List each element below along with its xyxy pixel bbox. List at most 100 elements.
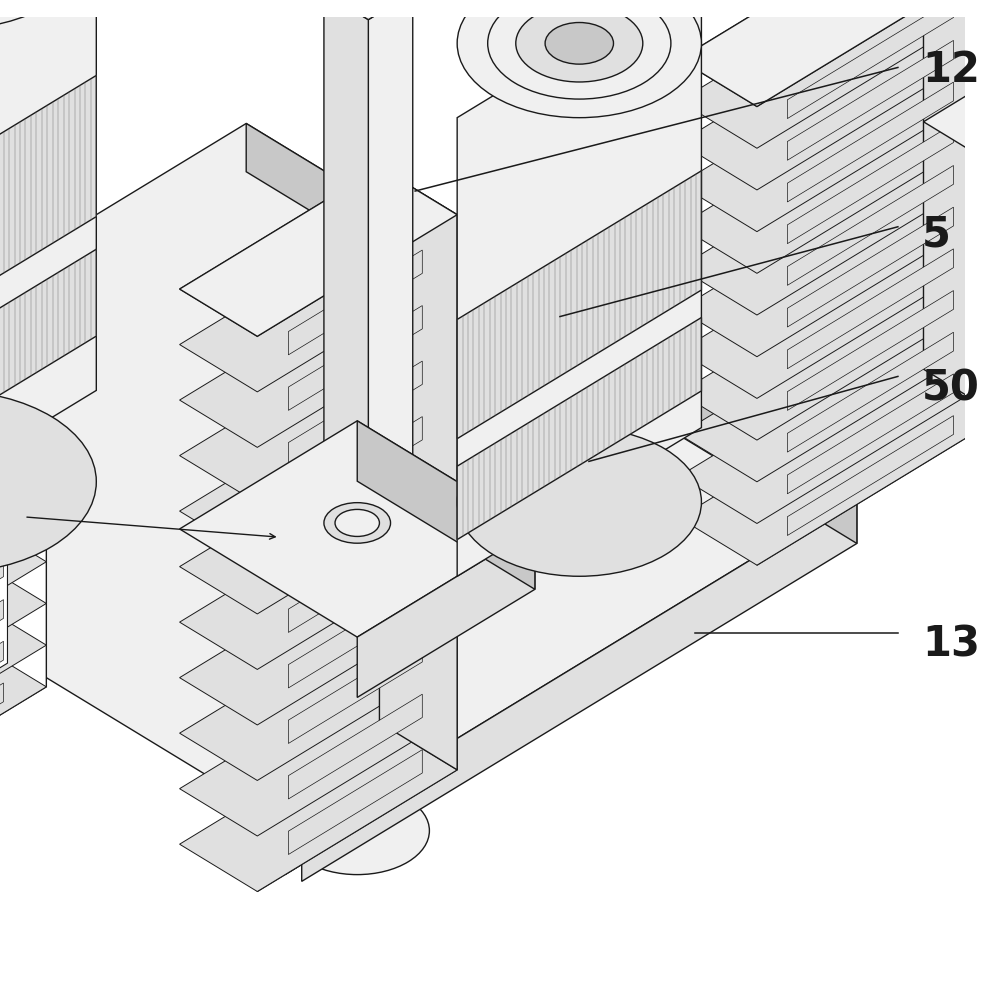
Polygon shape bbox=[180, 445, 457, 614]
Polygon shape bbox=[0, 600, 4, 714]
Polygon shape bbox=[0, 640, 46, 836]
Polygon shape bbox=[787, 207, 953, 327]
Polygon shape bbox=[787, 82, 953, 202]
Polygon shape bbox=[180, 167, 457, 336]
Polygon shape bbox=[757, 0, 989, 565]
Ellipse shape bbox=[545, 23, 613, 64]
Ellipse shape bbox=[488, 0, 671, 99]
Ellipse shape bbox=[516, 5, 643, 82]
Polygon shape bbox=[787, 291, 953, 410]
Polygon shape bbox=[289, 583, 422, 688]
Ellipse shape bbox=[285, 787, 429, 875]
Polygon shape bbox=[457, 318, 701, 540]
Polygon shape bbox=[0, 223, 46, 419]
Polygon shape bbox=[0, 598, 46, 794]
Ellipse shape bbox=[324, 503, 391, 543]
Ellipse shape bbox=[0, 390, 96, 573]
Polygon shape bbox=[679, 161, 989, 357]
Ellipse shape bbox=[0, 0, 58, 7]
Polygon shape bbox=[289, 694, 422, 799]
Polygon shape bbox=[787, 332, 953, 452]
Ellipse shape bbox=[457, 0, 701, 118]
Polygon shape bbox=[289, 306, 422, 410]
Polygon shape bbox=[0, 514, 46, 710]
Polygon shape bbox=[924, 0, 989, 416]
Polygon shape bbox=[0, 228, 46, 836]
Polygon shape bbox=[180, 723, 457, 892]
Polygon shape bbox=[324, 0, 412, 20]
Polygon shape bbox=[0, 473, 46, 669]
Polygon shape bbox=[180, 389, 457, 558]
Polygon shape bbox=[0, 556, 46, 752]
Text: 50: 50 bbox=[922, 368, 980, 410]
Polygon shape bbox=[679, 202, 989, 398]
Text: 13: 13 bbox=[922, 624, 980, 666]
Polygon shape bbox=[679, 286, 989, 482]
Polygon shape bbox=[0, 181, 46, 377]
Polygon shape bbox=[0, 431, 46, 627]
Polygon shape bbox=[180, 278, 457, 447]
Polygon shape bbox=[787, 249, 953, 369]
Polygon shape bbox=[679, 327, 989, 523]
Polygon shape bbox=[679, 119, 989, 315]
Text: 5: 5 bbox=[922, 213, 950, 255]
Polygon shape bbox=[0, 249, 96, 519]
Polygon shape bbox=[0, 389, 46, 585]
Polygon shape bbox=[0, 475, 4, 588]
Polygon shape bbox=[289, 361, 422, 466]
Polygon shape bbox=[0, 266, 4, 380]
Polygon shape bbox=[302, 495, 856, 881]
Polygon shape bbox=[289, 417, 422, 521]
Polygon shape bbox=[285, 485, 429, 875]
Polygon shape bbox=[679, 244, 989, 440]
Polygon shape bbox=[289, 250, 422, 355]
Polygon shape bbox=[0, 558, 4, 672]
Polygon shape bbox=[787, 165, 953, 285]
Polygon shape bbox=[0, 391, 4, 505]
Ellipse shape bbox=[457, 428, 701, 576]
Polygon shape bbox=[787, 124, 953, 244]
Polygon shape bbox=[787, 0, 953, 119]
Polygon shape bbox=[289, 528, 422, 632]
Polygon shape bbox=[180, 421, 535, 637]
Polygon shape bbox=[380, 167, 457, 770]
Polygon shape bbox=[924, 95, 989, 169]
Polygon shape bbox=[0, 349, 4, 463]
Ellipse shape bbox=[335, 509, 380, 536]
Polygon shape bbox=[289, 472, 422, 577]
Polygon shape bbox=[0, 641, 4, 755]
Polygon shape bbox=[180, 223, 457, 392]
Polygon shape bbox=[0, 683, 4, 797]
Polygon shape bbox=[679, 77, 989, 273]
Text: 12: 12 bbox=[922, 49, 980, 91]
Polygon shape bbox=[679, 0, 989, 107]
Polygon shape bbox=[457, 171, 701, 439]
Polygon shape bbox=[324, 0, 368, 563]
Polygon shape bbox=[357, 529, 535, 697]
Polygon shape bbox=[180, 500, 457, 669]
Polygon shape bbox=[180, 667, 457, 836]
Polygon shape bbox=[457, 0, 701, 576]
Polygon shape bbox=[180, 612, 457, 780]
Polygon shape bbox=[0, 306, 46, 502]
Polygon shape bbox=[787, 416, 953, 535]
Polygon shape bbox=[368, 0, 412, 563]
Polygon shape bbox=[0, 348, 46, 544]
Polygon shape bbox=[679, 36, 989, 232]
Polygon shape bbox=[0, 308, 4, 422]
Polygon shape bbox=[289, 639, 422, 743]
Polygon shape bbox=[0, 123, 856, 833]
Polygon shape bbox=[180, 556, 457, 725]
Polygon shape bbox=[679, 0, 989, 190]
Polygon shape bbox=[0, 75, 96, 399]
Polygon shape bbox=[0, 205, 8, 767]
Polygon shape bbox=[679, 369, 989, 565]
Polygon shape bbox=[0, 181, 46, 377]
Ellipse shape bbox=[285, 485, 429, 573]
Polygon shape bbox=[289, 750, 422, 855]
Polygon shape bbox=[0, 516, 4, 630]
Polygon shape bbox=[679, 0, 989, 107]
Polygon shape bbox=[787, 374, 953, 494]
Polygon shape bbox=[0, 433, 4, 547]
Polygon shape bbox=[357, 421, 535, 589]
